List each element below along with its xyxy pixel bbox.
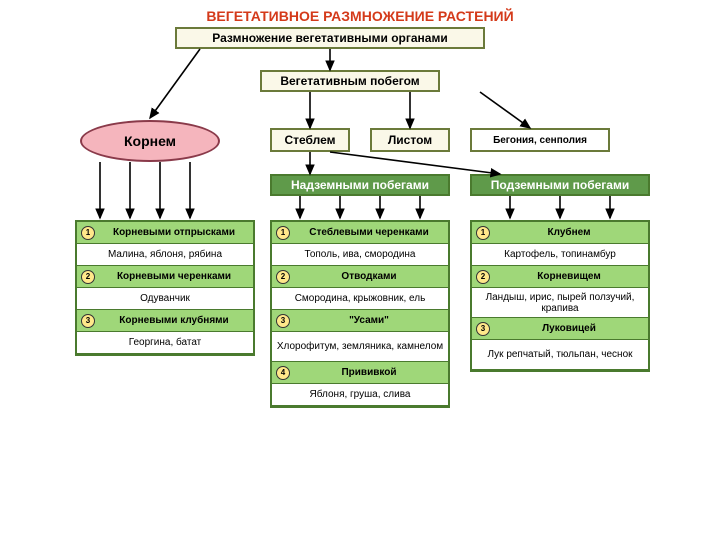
row-label: Смородина, крыжовник, ель xyxy=(272,293,448,304)
row-label: Тополь, ива, смородина xyxy=(272,249,448,260)
row-label: Яблоня, груша, слива xyxy=(272,389,448,400)
example-row: Смородина, крыжовник, ель xyxy=(272,288,448,310)
method-row: 2Корневищем xyxy=(472,266,648,288)
example-row: Тополь, ива, смородина xyxy=(272,244,448,266)
row-label: Корневыми отпрысками xyxy=(95,227,253,238)
row-label: Малина, яблоня, рябина xyxy=(77,249,253,260)
node-leaf-examples: Бегония, сенполия xyxy=(470,128,610,152)
node-root-organ: Корнем xyxy=(80,120,220,162)
example-row: Одуванчик xyxy=(77,288,253,310)
method-row: 3Луковицей xyxy=(472,318,648,340)
number-badge: 1 xyxy=(476,226,490,240)
node-root: Размножение вегетативными органами xyxy=(175,27,485,49)
row-label: Корневищем xyxy=(490,271,648,282)
example-row: Хлорофитум, земляника, камнелом xyxy=(272,332,448,362)
method-row: 3Корневыми клубнями xyxy=(77,310,253,332)
node-shoot: Вегетативным побегом xyxy=(260,70,440,92)
node-under-ground: Подземными побегами xyxy=(470,174,650,196)
number-badge: 4 xyxy=(276,366,290,380)
method-row: 3"Усами" xyxy=(272,310,448,332)
method-row: 1Корневыми отпрысками xyxy=(77,222,253,244)
method-row: 1Клубнем xyxy=(472,222,648,244)
number-badge: 2 xyxy=(276,270,290,284)
row-label: Стеблевыми черенками xyxy=(290,227,448,238)
column-mid: 1Стеблевыми черенками Тополь, ива, смород… xyxy=(270,220,450,408)
example-row: Картофель, топинамбур xyxy=(472,244,648,266)
row-label: Картофель, топинамбур xyxy=(472,249,648,260)
method-row: 2Отводками xyxy=(272,266,448,288)
row-label: Корневыми клубнями xyxy=(95,315,253,326)
example-row: Георгина, батат xyxy=(77,332,253,354)
row-label: Отводками xyxy=(290,271,448,282)
row-label: Хлорофитум, земляника, камнелом xyxy=(272,341,448,352)
row-label: "Усами" xyxy=(290,315,448,326)
node-stem: Стеблем xyxy=(270,128,350,152)
diagram-title: ВЕГЕТАТИВНОЕ РАЗМНОЖЕНИЕ РАСТЕНИЙ xyxy=(0,8,720,24)
number-badge: 1 xyxy=(276,226,290,240)
method-row: 4Прививкой xyxy=(272,362,448,384)
number-badge: 1 xyxy=(81,226,95,240)
example-row: Лук репчатый, тюльпан, чеснок xyxy=(472,340,648,370)
number-badge: 2 xyxy=(476,270,490,284)
row-label: Прививкой xyxy=(290,367,448,378)
method-row: 2Корневыми черенками xyxy=(77,266,253,288)
number-badge: 3 xyxy=(476,322,490,336)
row-label: Георгина, батат xyxy=(77,337,253,348)
example-row: Яблоня, груша, слива xyxy=(272,384,448,406)
example-row: Малина, яблоня, рябина xyxy=(77,244,253,266)
method-row: 1Стеблевыми черенками xyxy=(272,222,448,244)
row-label: Клубнем xyxy=(490,227,648,238)
node-above-ground: Надземными побегами xyxy=(270,174,450,196)
column-left: 1Корневыми отпрысками Малина, яблоня, ряб… xyxy=(75,220,255,356)
example-row: Ландыш, ирис, пырей ползучий, крапива xyxy=(472,288,648,318)
row-label: Луковицей xyxy=(490,323,648,334)
row-label: Лук репчатый, тюльпан, чеснок xyxy=(472,349,648,360)
number-badge: 3 xyxy=(81,314,95,328)
row-label: Одуванчик xyxy=(77,293,253,304)
number-badge: 2 xyxy=(81,270,95,284)
row-label: Корневыми черенками xyxy=(95,271,253,282)
row-label: Ландыш, ирис, пырей ползучий, крапива xyxy=(472,292,648,314)
number-badge: 3 xyxy=(276,314,290,328)
column-right: 1Клубнем Картофель, топинамбур 2Корневищем… xyxy=(470,220,650,372)
node-leaf: Листом xyxy=(370,128,450,152)
